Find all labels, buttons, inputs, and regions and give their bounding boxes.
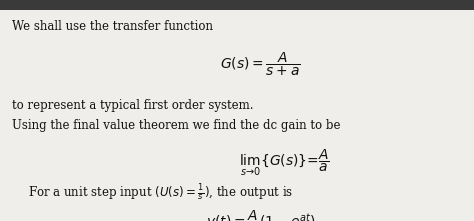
- Text: $G(s) = \dfrac{A}{s+a}$: $G(s) = \dfrac{A}{s+a}$: [220, 51, 301, 78]
- Bar: [0, 0, 474, 10]
- Text: to represent a typical first order system.: to represent a typical first order syste…: [12, 99, 253, 112]
- Text: $\lim_{s \to 0}\{G(s)\} = \dfrac{A}{a}$: $\lim_{s \to 0}\{G(s)\} = \dfrac{A}{a}$: [239, 148, 330, 178]
- Text: $y(t) = \dfrac{A}{a}(1 - e^{at})$: $y(t) = \dfrac{A}{a}(1 - e^{at})$: [206, 209, 316, 221]
- Text: Using the final value theorem we find the dc gain to be: Using the final value theorem we find th…: [12, 119, 340, 132]
- Text: We shall use the transfer function: We shall use the transfer function: [12, 20, 213, 33]
- Text: For a unit step input $(U(s) = \frac{1}{s})$, the output is: For a unit step input $(U(s) = \frac{1}{…: [28, 182, 293, 203]
